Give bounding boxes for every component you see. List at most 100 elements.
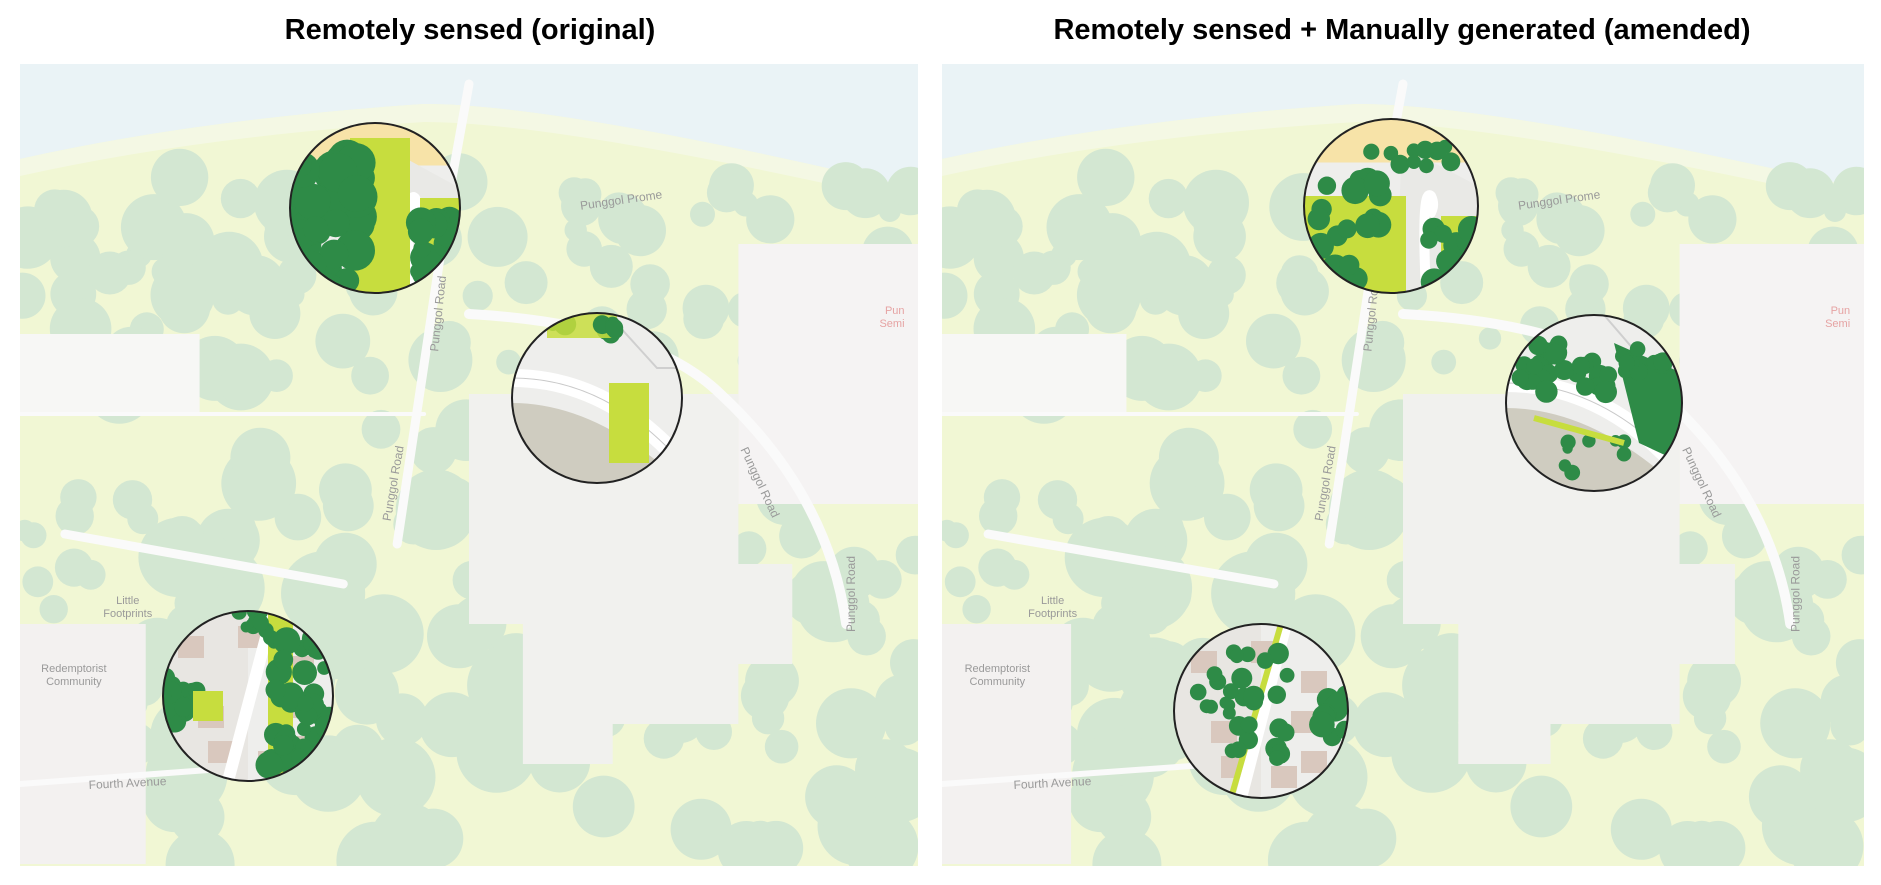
tree-canopy-pale: [942, 272, 968, 319]
tree-canopy-pale: [174, 586, 209, 621]
tree-canopy-pale: [1820, 674, 1864, 729]
tree-canopy-pale: [816, 688, 887, 759]
tree-canopy-pale: [1088, 238, 1120, 271]
tree-canopy-pale: [39, 595, 68, 624]
tree-canopy: [1416, 140, 1435, 159]
place-label: Redemptorist: [965, 663, 1030, 675]
building: [1271, 766, 1297, 788]
place-label: Semi: [879, 318, 904, 330]
tree-canopy: [265, 679, 286, 700]
tree-canopy: [319, 239, 349, 269]
grass-verge: [1533, 415, 1625, 446]
tree-canopy: [1269, 750, 1285, 766]
tree-canopy: [1229, 648, 1244, 664]
beach-strip: [20, 104, 918, 204]
tree-canopy-pale: [1144, 570, 1192, 618]
tree-canopy-pale: [746, 195, 795, 244]
tree-canopy-pale: [1431, 349, 1457, 375]
tree-canopy: [273, 735, 294, 756]
tree-canopy-pale: [731, 531, 767, 567]
tree-canopy-pale: [862, 560, 902, 599]
place-label: Footprints: [1028, 608, 1077, 620]
tree-canopy-pale: [1440, 261, 1484, 305]
tree-canopy-pale: [22, 566, 54, 598]
tree-canopy-pale: [1137, 648, 1181, 691]
tree-canopy-pale: [643, 718, 685, 759]
building: [208, 741, 234, 763]
tree-canopy-pale: [1183, 169, 1249, 236]
tree-canopy-pale: [1099, 744, 1141, 787]
tree-canopy-pale: [1189, 359, 1222, 393]
tree-canopy-pale: [351, 356, 389, 395]
tree-canopy-pale: [322, 480, 374, 532]
tree-canopy: [1199, 699, 1214, 714]
tree-canopy: [1545, 343, 1566, 365]
panel-title-amended: Remotely sensed + Manually generated (am…: [1053, 14, 1751, 46]
place-label: Little: [116, 595, 139, 607]
tree-canopy: [1224, 743, 1240, 759]
tree-canopy-pale: [1253, 480, 1305, 532]
tree-canopy-pale: [1148, 510, 1184, 547]
tree-canopy: [337, 175, 375, 212]
tree-canopy: [297, 695, 314, 712]
magnifier-border: [511, 312, 683, 484]
urban-area: [469, 394, 793, 764]
tree-canopy-pale: [875, 674, 918, 729]
map-panel-amended: Punggol Road Punggol Road Punggol Road Pung…: [942, 64, 1864, 866]
tree-canopy-pale: [1052, 503, 1084, 535]
tree-canopy-pale: [277, 255, 317, 295]
tree-canopy: [1571, 356, 1590, 375]
tree-canopy: [1317, 176, 1337, 195]
paved-plaza: [1506, 408, 1682, 491]
tree-canopy-pale: [1622, 284, 1670, 332]
building: [1301, 751, 1327, 773]
tree-canopy-pale: [979, 496, 1018, 536]
tree-canopy-pale: [942, 519, 958, 542]
tree-canopy-pale: [158, 281, 211, 334]
residential-area: [942, 624, 1072, 864]
tree-canopy: [1231, 667, 1253, 689]
tree-canopy-pale: [88, 251, 132, 295]
tree-canopy-pale: [1510, 775, 1573, 838]
magnifier-border: [1173, 623, 1349, 799]
tree-canopy: [1363, 170, 1390, 197]
grass-cover: [609, 383, 649, 463]
tree-canopy-pale: [890, 639, 918, 687]
tree-canopy-pale: [260, 359, 293, 393]
sea-area: [942, 64, 1864, 189]
tree-canopy-pale: [1302, 803, 1379, 866]
tree-canopy-pale: [1077, 148, 1135, 207]
tree-canopy: [294, 183, 331, 220]
road-fourth-avenue: [942, 761, 1222, 787]
road-link: [60, 529, 348, 589]
avenue-label: Fourth Avenue: [1013, 774, 1092, 792]
tree-canopy-pale: [1582, 718, 1624, 759]
tree-canopy-pale: [1707, 729, 1741, 764]
tree-canopy-pale: [315, 313, 371, 369]
tree-canopy-pale: [220, 178, 261, 219]
road-edge: [512, 377, 682, 464]
tree-canopy: [1337, 219, 1357, 239]
magnifier-inset: [512, 313, 682, 483]
tree-canopy-pale: [162, 238, 194, 271]
tree-canopy-pale: [361, 409, 401, 449]
tree-canopy-pale: [717, 821, 775, 866]
residential-area: [20, 624, 146, 864]
tree-canopy: [1256, 652, 1274, 669]
tree-canopy: [1434, 224, 1452, 243]
tree-canopy: [1618, 354, 1635, 372]
tree-canopy-pale: [878, 200, 901, 222]
tree-canopy-pale: [467, 206, 528, 267]
tree-canopy: [1653, 352, 1673, 372]
tree-canopy: [1535, 380, 1558, 403]
tree-canopy-pale: [1148, 178, 1189, 219]
tree-canopy: [1243, 685, 1265, 707]
tree-canopy: [1558, 459, 1572, 472]
place-label: Pun: [885, 305, 905, 317]
tree-canopy: [255, 751, 283, 779]
tree-canopy: [1363, 143, 1380, 160]
tree-canopy-pale: [1838, 168, 1864, 201]
tree-canopy-pale: [1760, 688, 1831, 759]
residential-area: [942, 334, 1127, 414]
